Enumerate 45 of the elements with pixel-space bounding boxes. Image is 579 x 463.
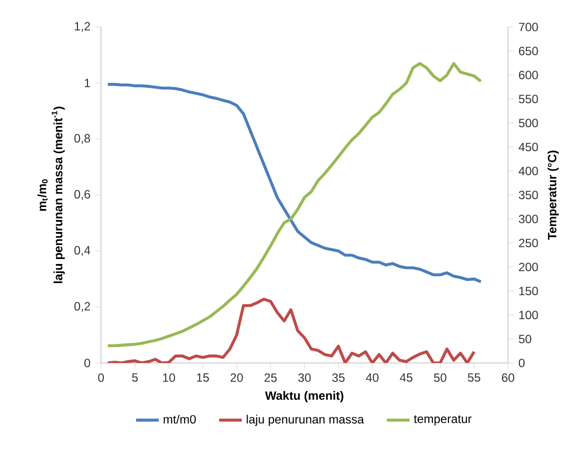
y2-tick-label: 300: [518, 214, 538, 224]
legend-label: mt/m0: [164, 414, 196, 424]
y-tick-label: 0,4: [74, 246, 90, 256]
y2-tick-label: 400: [518, 166, 538, 176]
y-tick-label: 1,2: [74, 22, 90, 32]
x-tick-label: 0: [98, 373, 104, 382]
x-tick-label: 25: [264, 373, 277, 382]
y-tick-label: 0,6: [74, 190, 90, 200]
line-series: [106, 82, 482, 284]
line-series: [106, 298, 476, 363]
y2-tick-label: 550: [518, 94, 538, 104]
y2-tick-label: 0: [518, 358, 525, 368]
y2-tick-label: 350: [518, 190, 538, 200]
y-tick-label: 0: [84, 358, 90, 368]
x-tick-label: 35: [332, 373, 345, 382]
x-tick-label: 45: [400, 373, 412, 382]
x-tick-label: 50: [434, 373, 446, 382]
text: m$_{t}$/m$_{0}$: [37, 179, 48, 211]
y2-tick-label: 200: [519, 262, 538, 272]
y2-tick-label: 650: [519, 46, 538, 56]
y2-tick-label: 250: [519, 238, 538, 248]
y2-tick-label: 600: [519, 70, 538, 80]
x-tick-label: 15: [197, 373, 209, 382]
x-tick-label: 55: [468, 373, 480, 382]
y2-tick-label: 50: [518, 334, 532, 344]
x-tick-label: 60: [502, 373, 514, 382]
y2-tick-label: 450: [518, 142, 538, 152]
y2-tick-label: 150: [519, 286, 538, 296]
x-tick-label: 5: [132, 373, 138, 382]
y-tick-label: 1: [84, 78, 90, 88]
y2-axis-title: Temperatur (°C): [548, 150, 559, 240]
x-tick-label: 10: [163, 373, 176, 382]
y-tick-label: 0,8: [74, 134, 90, 144]
y2-tick-label: 700: [519, 22, 538, 32]
x-axis-title: Waktu (menit): [265, 391, 344, 402]
x-tick-label: 20: [230, 373, 243, 382]
y2-tick-label: 500: [518, 118, 538, 128]
y-tick-label: 0,2: [74, 302, 90, 312]
x-tick-label: 40: [366, 373, 379, 382]
x-tick-label: 30: [298, 373, 311, 382]
y2-tick-label: 100: [519, 310, 538, 320]
legend-label: temperatur: [414, 415, 472, 426]
text: laju penurunan massa (menit$^{-1}$): [52, 106, 65, 284]
legend-label: laju penurunan massa: [246, 414, 364, 426]
line-series: [106, 62, 482, 348]
